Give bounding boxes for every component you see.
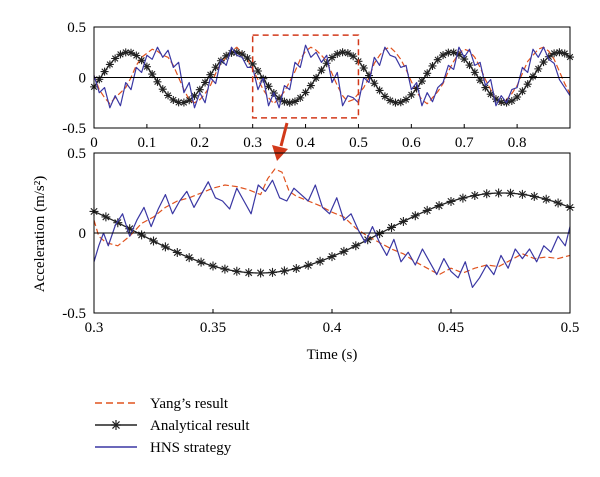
top-y-tick-label: 0.5 xyxy=(67,20,86,36)
top-x-tick-label: 0.4 xyxy=(296,135,315,151)
bottom-ticks-group: 0.3 0.35 0.4 0.45 0.5 -0.5 0 0.5 xyxy=(62,146,579,336)
bottom-y-tick-label: 0.5 xyxy=(67,146,86,162)
bottom-yang-series xyxy=(93,168,571,276)
top-series-group xyxy=(90,44,574,109)
bottom-x-tick-label: 0.45 xyxy=(438,320,464,336)
top-x-tick-label: 0.5 xyxy=(349,135,368,151)
top-x-tick-label: 0.8 xyxy=(508,135,527,151)
bottom-x-tick-label: 0.35 xyxy=(200,320,226,336)
top-x-tick-label: 0 xyxy=(90,135,98,151)
top-x-tick-label: 0.2 xyxy=(190,135,209,151)
y-axis-label: Acceleration (m/s²) xyxy=(32,176,48,293)
legend-label: Analytical result xyxy=(150,418,250,434)
top-x-tick-label: 0.1 xyxy=(138,135,157,151)
bottom-analytical-series xyxy=(89,188,575,278)
legend-entry: HNS strategy xyxy=(95,440,232,456)
top-panel: 0 0.1 0.2 0.3 0.4 0.5 0.6 0.7 0.8-0.500.5 xyxy=(62,20,574,151)
x-axis-label: Time (s) xyxy=(307,347,358,363)
bottom-hns-series xyxy=(93,179,571,288)
bottom-y-tick-label: -0.5 xyxy=(62,306,86,322)
top-x-tick-label: 0.3 xyxy=(243,135,262,151)
top-y-tick-label: -0.5 xyxy=(62,121,86,137)
legend-entry: Yang’s result xyxy=(95,396,229,412)
bottom-x-tick-label: 0.4 xyxy=(323,320,342,336)
bottom-x-tick-label: 0.3 xyxy=(85,320,104,336)
bottom-panel: 0.3 0.35 0.4 0.45 0.5 -0.5 0 0.5 Time (s) xyxy=(62,146,579,363)
legend-entry: Analytical result xyxy=(95,418,250,434)
zoom-arrow-shaft xyxy=(279,122,289,147)
top-hns-series xyxy=(93,44,571,109)
zoom-arrow xyxy=(272,122,289,161)
bottom-y-tick-label: 0 xyxy=(79,226,87,242)
top-x-tick-label: 0.7 xyxy=(455,135,474,151)
legend: Yang’s result Analytical result HNS strate… xyxy=(95,396,250,456)
legend-label: HNS strategy xyxy=(150,440,232,456)
bottom-x-tick-label: 0.5 xyxy=(561,320,580,336)
top-ticks-group: 0 0.1 0.2 0.3 0.4 0.5 0.6 0.7 0.8-0.500.5 xyxy=(62,20,526,151)
legend-label: Yang’s result xyxy=(150,396,229,412)
bottom-series-group xyxy=(89,168,575,288)
top-x-tick-label: 0.6 xyxy=(402,135,421,151)
top-y-tick-label: 0 xyxy=(79,71,87,87)
zoom-region-box xyxy=(251,34,360,119)
legend-star-marker xyxy=(111,420,121,430)
